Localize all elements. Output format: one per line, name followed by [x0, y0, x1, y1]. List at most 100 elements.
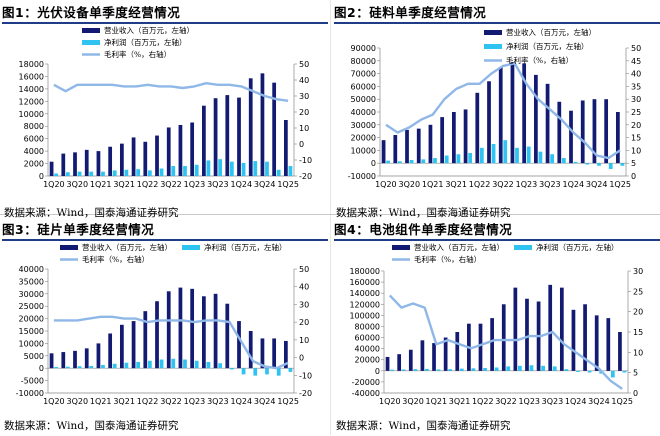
- x-axis-tick-label: 1Q24: [230, 397, 252, 406]
- left-axis-tick-label: 15000: [19, 327, 44, 336]
- revenue-bar: [213, 98, 218, 176]
- left-axis-tick-label: -10000: [348, 172, 376, 181]
- revenue-bar: [416, 128, 421, 164]
- revenue-bar: [283, 120, 288, 176]
- x-axis-tick-label: 3Q20: [398, 180, 420, 189]
- profit-bar: [491, 144, 496, 164]
- x-axis-tick-label: 1Q24: [565, 397, 587, 406]
- profit-bar: [77, 366, 82, 369]
- right-axis-tick-label: 40: [631, 70, 641, 79]
- x-axis-tick-label: 3Q23: [207, 397, 229, 406]
- revenue-bar: [501, 304, 506, 371]
- profit-bar: [401, 369, 406, 371]
- revenue-bar: [592, 99, 597, 164]
- profit-bar: [506, 366, 511, 371]
- revenue-bar: [237, 321, 241, 369]
- profit-bar: [253, 161, 258, 176]
- x-axis-tick-label: 1Q25: [611, 397, 633, 406]
- panel-vertical-divider: [330, 0, 331, 435]
- x-axis-tick-label: 3Q22: [492, 180, 514, 189]
- revenue-bar: [385, 356, 390, 371]
- right-axis-tick-label: 20: [299, 108, 309, 117]
- profit-bar: [54, 173, 59, 176]
- revenue-bar: [49, 161, 54, 176]
- revenue-bar: [190, 122, 195, 176]
- profit-bar: [515, 147, 519, 164]
- gross-margin-line: [53, 82, 289, 102]
- left-axis-tick-label: 30000: [19, 290, 44, 299]
- profit-bar: [468, 152, 473, 164]
- profit-bar: [147, 360, 152, 369]
- revenue-bar: [61, 153, 66, 176]
- revenue-bar: [522, 63, 527, 164]
- revenue-bar: [487, 81, 491, 164]
- revenue-bar: [73, 350, 77, 369]
- revenue-bar: [594, 315, 599, 371]
- left-axis-tick-label: -10000: [16, 389, 44, 398]
- revenue-legend-swatch: [82, 28, 100, 33]
- panel-horizontal-divider: [0, 214, 660, 215]
- figure-2-title: 图2：硅料单季度经营情况: [334, 5, 487, 20]
- right-axis-tick-label: 30: [299, 300, 309, 309]
- revenue-bar: [408, 349, 413, 371]
- profit-bar: [159, 359, 164, 369]
- x-axis-tick-label: 3Q24: [254, 397, 276, 406]
- revenue-bar: [557, 101, 562, 164]
- revenue-bar: [381, 140, 386, 164]
- profit-bar: [112, 170, 117, 176]
- left-axis-tick-label: 180000: [349, 267, 380, 276]
- x-axis-tick-label: 1Q24: [230, 180, 252, 189]
- profit-bar: [54, 366, 59, 369]
- x-axis-tick-label: 1Q22: [137, 397, 159, 406]
- profit-bar: [622, 370, 627, 373]
- profit-bar: [253, 368, 258, 376]
- profit-bar: [587, 370, 592, 373]
- profit-bar: [112, 363, 117, 369]
- profit-bar: [620, 163, 625, 166]
- x-axis-tick-label: 1Q22: [469, 180, 491, 189]
- right-axis-tick-label: 10: [299, 336, 309, 345]
- x-axis-tick-label: 1Q21: [422, 180, 444, 189]
- right-axis-tick-label: 35: [631, 82, 641, 91]
- left-axis-tick-label: -40000: [352, 389, 380, 398]
- revenue-bar: [248, 331, 253, 369]
- profit-bar: [386, 160, 391, 164]
- x-axis-tick-label: 1Q23: [516, 180, 538, 189]
- left-axis-tick-label: 40000: [19, 265, 44, 274]
- revenue-bar: [397, 354, 402, 371]
- left-axis-tick-label: 20000: [19, 315, 44, 324]
- revenue-bar: [490, 318, 494, 371]
- profit-bar: [206, 160, 211, 176]
- x-axis-tick-label: 3Q20: [66, 397, 88, 406]
- profit-bar: [206, 362, 211, 369]
- revenue-bar: [201, 105, 206, 176]
- left-axis-tick-label: 80000: [351, 57, 376, 66]
- profit-bar: [526, 146, 531, 164]
- profit-bar: [147, 170, 152, 176]
- x-axis-tick-label: 3Q24: [586, 180, 608, 189]
- left-axis-tick-label: 0: [371, 159, 376, 168]
- right-axis-tick-label: 20: [299, 318, 309, 327]
- revenue-bar: [131, 137, 136, 176]
- right-axis-tick-label: 50: [631, 44, 641, 53]
- left-axis-tick-label: 16000: [19, 72, 44, 81]
- revenue-bar: [525, 298, 529, 371]
- x-axis-tick-label: 3Q22: [160, 180, 182, 189]
- x-axis-tick-label: 3Q23: [542, 397, 564, 406]
- profit-bar: [183, 359, 187, 369]
- revenue-bar: [108, 333, 113, 369]
- profit-legend-label: 净利润（百万元，左轴）: [506, 41, 589, 51]
- revenue-bar: [178, 287, 183, 369]
- profit-bar: [409, 160, 414, 164]
- figure-1-title: 图1：光伏设备单季度经营情况: [2, 5, 181, 20]
- left-axis-tick-label: 0: [39, 364, 44, 373]
- profit-bar: [425, 368, 429, 371]
- left-axis-tick-label: 50000: [351, 95, 376, 104]
- profit-bar: [444, 155, 449, 164]
- profit-bar: [390, 369, 394, 371]
- revenue-bar: [190, 288, 195, 369]
- profit-bar: [124, 169, 129, 176]
- revenue-bar: [455, 332, 460, 371]
- right-axis-tick-label: 0: [299, 140, 304, 149]
- revenue-bar: [155, 135, 159, 176]
